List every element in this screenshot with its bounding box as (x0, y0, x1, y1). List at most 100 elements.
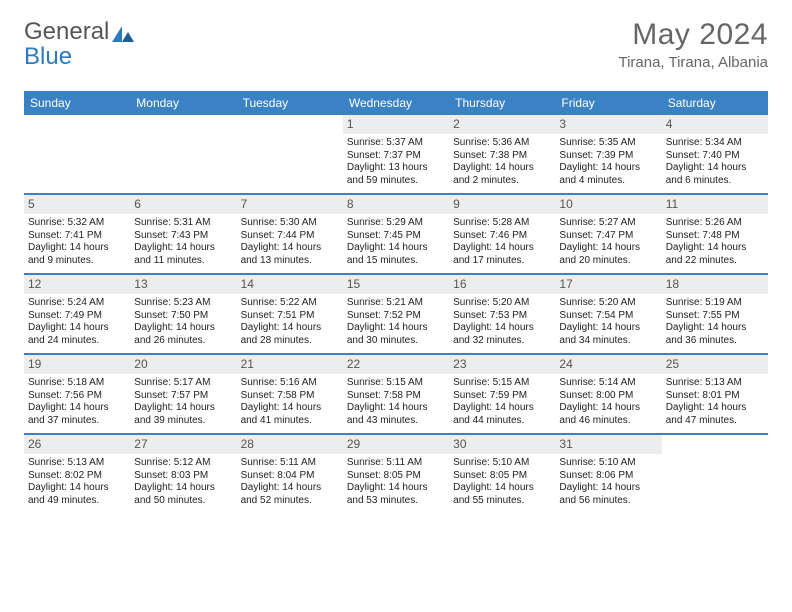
daylight-text: Daylight: 14 hours and 15 minutes. (347, 242, 445, 267)
day-number: 30 (449, 435, 555, 454)
sunset-text: Sunset: 7:56 PM (28, 390, 126, 403)
sunrise-text: Sunrise: 5:11 AM (241, 457, 339, 470)
sunrise-text: Sunrise: 5:17 AM (134, 377, 232, 390)
day-number: 22 (343, 355, 449, 374)
sunset-text: Sunset: 7:57 PM (134, 390, 232, 403)
sunset-text: Sunset: 8:00 PM (559, 390, 657, 403)
sunrise-text: Sunrise: 5:35 AM (559, 137, 657, 150)
sunrise-text: Sunrise: 5:31 AM (134, 217, 232, 230)
daylight-text: Daylight: 14 hours and 53 minutes. (347, 482, 445, 507)
day-number: 15 (343, 275, 449, 294)
daylight-text: Daylight: 14 hours and 49 minutes. (28, 482, 126, 507)
sunrise-text: Sunrise: 5:13 AM (28, 457, 126, 470)
day-cell: 8Sunrise: 5:29 AMSunset: 7:45 PMDaylight… (343, 195, 449, 273)
daylight-text: Daylight: 14 hours and 24 minutes. (28, 322, 126, 347)
weekday-header: Tuesday (237, 91, 343, 115)
daylight-text: Daylight: 14 hours and 28 minutes. (241, 322, 339, 347)
sunrise-text: Sunrise: 5:29 AM (347, 217, 445, 230)
day-number: 28 (237, 435, 343, 454)
daylight-text: Daylight: 14 hours and 17 minutes. (453, 242, 551, 267)
sunset-text: Sunset: 7:45 PM (347, 230, 445, 243)
day-number: 13 (130, 275, 236, 294)
sunset-text: Sunset: 8:05 PM (453, 470, 551, 483)
daylight-text: Daylight: 14 hours and 13 minutes. (241, 242, 339, 267)
daylight-text: Daylight: 14 hours and 56 minutes. (559, 482, 657, 507)
day-cell-empty (662, 435, 768, 513)
daylight-text: Daylight: 14 hours and 43 minutes. (347, 402, 445, 427)
sunset-text: Sunset: 7:58 PM (347, 390, 445, 403)
sunset-text: Sunset: 8:02 PM (28, 470, 126, 483)
daylight-text: Daylight: 14 hours and 11 minutes. (134, 242, 232, 267)
sunset-text: Sunset: 7:38 PM (453, 150, 551, 163)
sunrise-text: Sunrise: 5:20 AM (453, 297, 551, 310)
location-text: Tirana, Tirana, Albania (618, 54, 768, 71)
daylight-text: Daylight: 14 hours and 46 minutes. (559, 402, 657, 427)
day-number: 11 (662, 195, 768, 214)
week-row: 1Sunrise: 5:37 AMSunset: 7:37 PMDaylight… (24, 115, 768, 193)
sunset-text: Sunset: 7:46 PM (453, 230, 551, 243)
sunrise-text: Sunrise: 5:11 AM (347, 457, 445, 470)
weekday-header: Thursday (449, 91, 555, 115)
sunset-text: Sunset: 7:44 PM (241, 230, 339, 243)
day-number: 9 (449, 195, 555, 214)
day-cell: 1Sunrise: 5:37 AMSunset: 7:37 PMDaylight… (343, 115, 449, 193)
day-number: 2 (449, 115, 555, 134)
sunset-text: Sunset: 7:39 PM (559, 150, 657, 163)
day-number: 7 (237, 195, 343, 214)
sunrise-text: Sunrise: 5:32 AM (28, 217, 126, 230)
weekday-header-row: SundayMondayTuesdayWednesdayThursdayFrid… (24, 91, 768, 115)
daylight-text: Daylight: 14 hours and 41 minutes. (241, 402, 339, 427)
calendar: SundayMondayTuesdayWednesdayThursdayFrid… (24, 91, 768, 513)
daylight-text: Daylight: 14 hours and 55 minutes. (453, 482, 551, 507)
weekday-header: Wednesday (343, 91, 449, 115)
sunrise-text: Sunrise: 5:28 AM (453, 217, 551, 230)
day-cell: 24Sunrise: 5:14 AMSunset: 8:00 PMDayligh… (555, 355, 661, 433)
day-cell: 23Sunrise: 5:15 AMSunset: 7:59 PMDayligh… (449, 355, 555, 433)
daylight-text: Daylight: 14 hours and 34 minutes. (559, 322, 657, 347)
day-cell-empty (24, 115, 130, 193)
sunrise-text: Sunrise: 5:36 AM (453, 137, 551, 150)
sunrise-text: Sunrise: 5:30 AM (241, 217, 339, 230)
sunset-text: Sunset: 7:52 PM (347, 310, 445, 323)
sunrise-text: Sunrise: 5:24 AM (28, 297, 126, 310)
daylight-text: Daylight: 14 hours and 37 minutes. (28, 402, 126, 427)
day-number: 19 (24, 355, 130, 374)
day-number: 20 (130, 355, 236, 374)
day-number: 1 (343, 115, 449, 134)
day-cell: 28Sunrise: 5:11 AMSunset: 8:04 PMDayligh… (237, 435, 343, 513)
logo-triangle-icon (112, 23, 134, 41)
day-cell: 31Sunrise: 5:10 AMSunset: 8:06 PMDayligh… (555, 435, 661, 513)
sunset-text: Sunset: 8:05 PM (347, 470, 445, 483)
day-cell: 11Sunrise: 5:26 AMSunset: 7:48 PMDayligh… (662, 195, 768, 273)
daylight-text: Daylight: 14 hours and 32 minutes. (453, 322, 551, 347)
sunrise-text: Sunrise: 5:14 AM (559, 377, 657, 390)
day-cell: 15Sunrise: 5:21 AMSunset: 7:52 PMDayligh… (343, 275, 449, 353)
week-row: 19Sunrise: 5:18 AMSunset: 7:56 PMDayligh… (24, 353, 768, 433)
sunset-text: Sunset: 7:37 PM (347, 150, 445, 163)
day-number: 6 (130, 195, 236, 214)
day-number: 3 (555, 115, 661, 134)
weekday-header: Sunday (24, 91, 130, 115)
sunrise-text: Sunrise: 5:10 AM (559, 457, 657, 470)
sunset-text: Sunset: 7:59 PM (453, 390, 551, 403)
weekday-header: Monday (130, 91, 236, 115)
sunset-text: Sunset: 7:51 PM (241, 310, 339, 323)
day-cell: 17Sunrise: 5:20 AMSunset: 7:54 PMDayligh… (555, 275, 661, 353)
day-cell-empty (237, 115, 343, 193)
day-cell: 29Sunrise: 5:11 AMSunset: 8:05 PMDayligh… (343, 435, 449, 513)
day-cell: 25Sunrise: 5:13 AMSunset: 8:01 PMDayligh… (662, 355, 768, 433)
day-cell: 27Sunrise: 5:12 AMSunset: 8:03 PMDayligh… (130, 435, 236, 513)
daylight-text: Daylight: 14 hours and 9 minutes. (28, 242, 126, 267)
logo-text-b: Blue (24, 43, 72, 71)
day-number: 12 (24, 275, 130, 294)
day-cell: 3Sunrise: 5:35 AMSunset: 7:39 PMDaylight… (555, 115, 661, 193)
sunrise-text: Sunrise: 5:13 AM (666, 377, 764, 390)
logo: General (24, 18, 134, 46)
day-cell: 13Sunrise: 5:23 AMSunset: 7:50 PMDayligh… (130, 275, 236, 353)
day-number: 17 (555, 275, 661, 294)
day-cell: 21Sunrise: 5:16 AMSunset: 7:58 PMDayligh… (237, 355, 343, 433)
sunrise-text: Sunrise: 5:20 AM (559, 297, 657, 310)
week-row: 5Sunrise: 5:32 AMSunset: 7:41 PMDaylight… (24, 193, 768, 273)
sunset-text: Sunset: 7:53 PM (453, 310, 551, 323)
sunrise-text: Sunrise: 5:34 AM (666, 137, 764, 150)
